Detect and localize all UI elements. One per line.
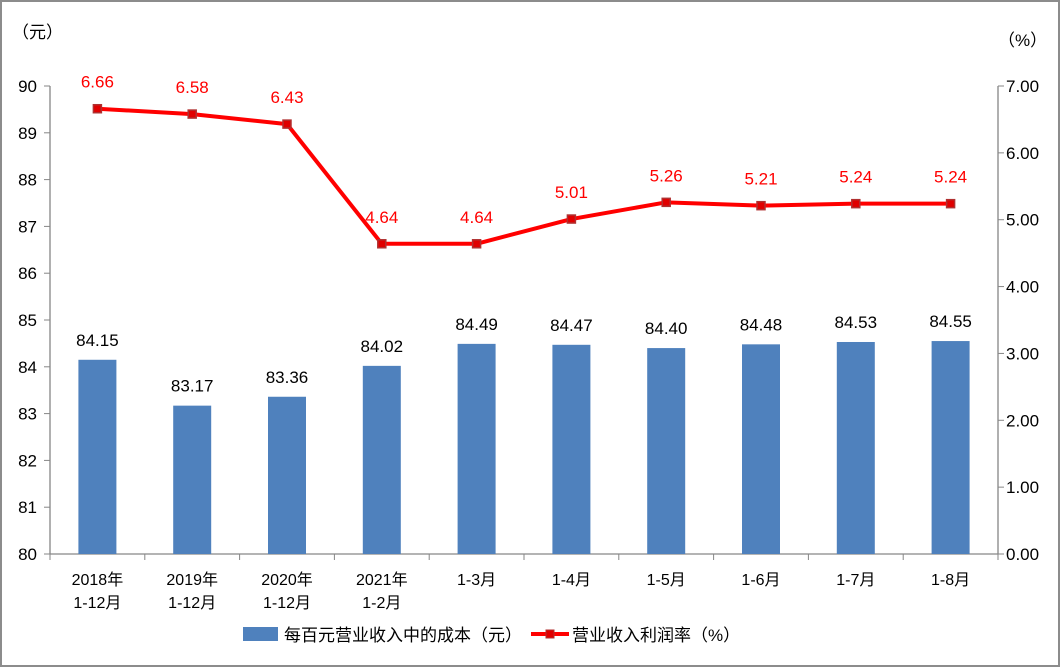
line-marker: [661, 197, 671, 208]
bar-data-label: 84.48: [740, 315, 783, 334]
line-data-label: 4.64: [460, 208, 493, 227]
x-tick-label: 2021年: [356, 571, 408, 589]
bar-data-label: 84.47: [550, 316, 593, 335]
x-tick-label: 2019年: [166, 571, 218, 589]
left-tick-label: 86: [18, 264, 37, 283]
bar-data-label: 84.15: [76, 331, 119, 350]
left-tick-label: 85: [18, 311, 37, 330]
right-tick-label: 7.00: [1006, 77, 1039, 96]
line-marker: [92, 103, 103, 114]
x-tick-label: 2020年: [261, 571, 313, 589]
right-tick-label: 0.00: [1006, 545, 1039, 564]
bar-data-label: 83.17: [171, 377, 214, 396]
right-tick-label: 4.00: [1006, 278, 1039, 297]
legend-swatch-marker: [545, 629, 555, 639]
right-tick-label: 1.00: [1006, 478, 1039, 497]
left-tick-label: 80: [18, 545, 37, 564]
legend-label-profit-rate: 营业收入利润率（%）: [572, 626, 740, 645]
bar: [836, 341, 875, 554]
left-tick-label: 82: [18, 451, 37, 470]
line-data-label: 5.21: [744, 170, 777, 189]
left-tick-label: 83: [18, 405, 37, 424]
legend-label-cost: 每百元营业收入中的成本（元）: [284, 626, 522, 645]
left-tick-label: 90: [18, 77, 37, 96]
left-tick-label: 87: [18, 217, 37, 236]
bar-data-label: 83.36: [266, 368, 309, 387]
line-data-label: 5.24: [839, 168, 872, 187]
x-tick-label: 1-12月: [263, 595, 311, 612]
x-tick-label: 2018年: [72, 571, 124, 589]
line-data-label: 5.24: [934, 168, 967, 187]
x-tick-label: 1-2月: [362, 595, 401, 612]
line-data-label: 6.58: [176, 78, 209, 97]
x-tick-label: 1-8月: [931, 572, 970, 589]
bar: [78, 359, 117, 554]
bar: [742, 344, 780, 554]
line-data-label: 5.01: [555, 183, 588, 202]
left-tick-label: 81: [18, 498, 37, 517]
line-data-label: 4.64: [365, 208, 398, 227]
right-tick-label: 6.00: [1006, 144, 1039, 163]
x-tick-label: 1-3月: [457, 572, 496, 589]
right-tick-label: 2.00: [1006, 411, 1039, 430]
left-axis-unit: （元）: [12, 23, 63, 42]
x-tick-label: 1-5月: [647, 572, 686, 589]
line-marker: [282, 119, 292, 129]
line-marker: [756, 200, 766, 211]
x-tick-label: 1-4月: [552, 572, 591, 589]
line-marker: [471, 239, 482, 249]
x-tick-label: 1-12月: [73, 595, 121, 612]
bar-data-label: 84.40: [645, 319, 688, 338]
line-data-label: 6.66: [81, 73, 114, 92]
right-axis-unit: （%）: [998, 31, 1047, 50]
bar-data-label: 84.53: [835, 313, 878, 332]
x-tick-label: 1-12月: [168, 595, 216, 612]
right-tick-label: 5.00: [1006, 211, 1039, 230]
left-tick-label: 89: [18, 124, 37, 143]
line-data-label: 5.26: [650, 166, 683, 185]
bar-data-label: 84.02: [361, 337, 404, 356]
profit-rate-line: [97, 106, 951, 246]
bar: [173, 405, 212, 554]
bar: [647, 348, 686, 554]
bar: [457, 343, 496, 554]
left-tick-label: 84: [18, 358, 37, 377]
bar: [552, 344, 591, 554]
line-marker: [851, 198, 861, 209]
legend-swatch-bar: [243, 627, 278, 641]
line-marker: [377, 239, 387, 249]
left-tick-label: 88: [18, 171, 37, 190]
line-marker: [566, 214, 577, 224]
bar: [268, 396, 306, 554]
bar-data-label: 84.55: [929, 312, 972, 331]
bar: [931, 341, 970, 554]
bar-data-label: 84.49: [455, 315, 498, 334]
right-tick-label: 3.00: [1006, 344, 1039, 363]
x-tick-label: 1-7月: [836, 572, 875, 589]
x-tick-label: 1-6月: [741, 572, 780, 589]
line-marker: [945, 198, 956, 209]
line-data-label: 6.43: [270, 88, 303, 107]
bar: [362, 365, 401, 554]
line-marker: [187, 109, 197, 119]
